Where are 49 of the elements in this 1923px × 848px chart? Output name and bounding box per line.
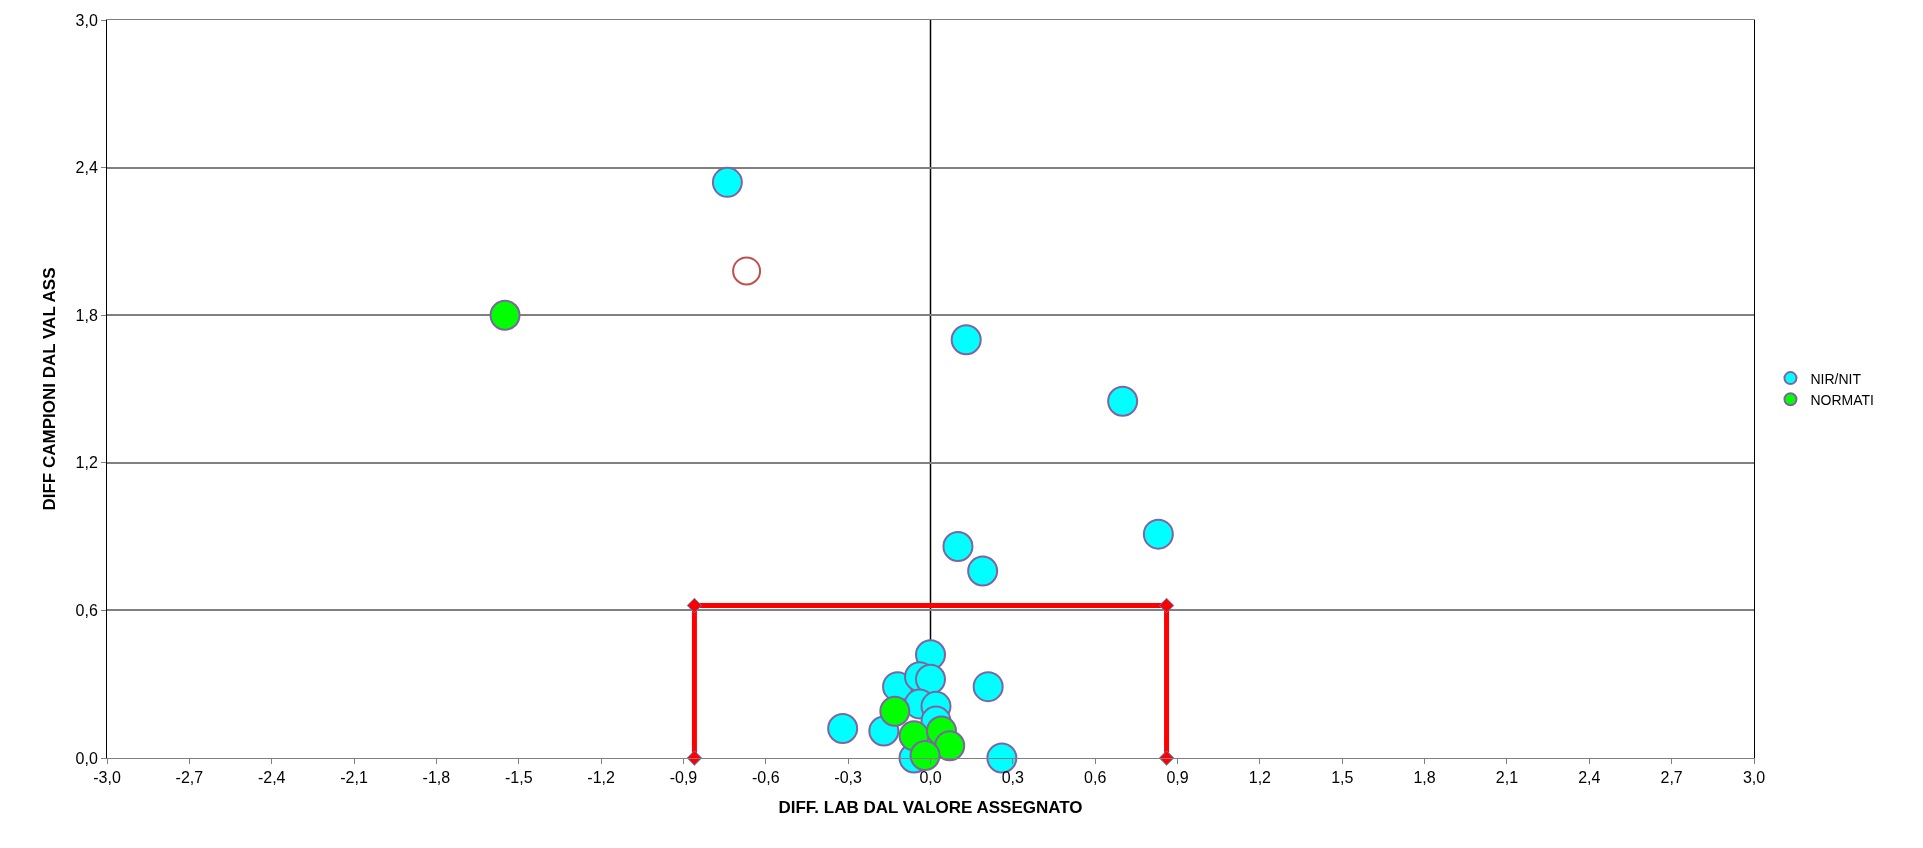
point [686, 597, 703, 614]
point [827, 712, 859, 744]
point [686, 750, 703, 766]
x-tick-label: -0,9 [669, 769, 698, 787]
y-axis-title: DIFF CAMPIONI DAL VAL ASS [40, 267, 60, 511]
point [1158, 597, 1175, 614]
y-tick-label: 1,8 [75, 306, 98, 324]
x-tick-label: 3,0 [1742, 769, 1766, 787]
point [950, 324, 982, 356]
point [909, 740, 941, 772]
x-tick-label: 1,5 [1331, 769, 1354, 787]
point [967, 555, 999, 587]
x-tick-label: 1,2 [1248, 769, 1272, 787]
x-tick-label: 2,1 [1495, 769, 1519, 787]
x-tick-label: -2,7 [175, 769, 204, 787]
point [489, 299, 521, 331]
point [1158, 750, 1175, 766]
x-tick-label: -1,5 [504, 769, 533, 787]
point [1107, 385, 1139, 417]
x-tick-label: -1,2 [587, 769, 615, 787]
y-tick-label: 0,6 [75, 602, 98, 619]
x-tick-label: 2,4 [1578, 769, 1601, 787]
x-tick-label: -1,8 [422, 769, 451, 787]
point [972, 671, 1004, 703]
y-tick-label: 0,0 [75, 749, 98, 767]
x-tick-label: -2,4 [257, 769, 286, 787]
x-tick-label: 0,0 [919, 769, 942, 787]
x-tick-label: 0,3 [1001, 769, 1025, 787]
y-tick-label: 2,4 [75, 159, 98, 177]
legend-label: NIR/NIT [1810, 370, 1862, 387]
x-tick-label: 0,6 [1084, 769, 1107, 787]
x-tick-label: 1,8 [1413, 769, 1436, 787]
point [732, 256, 762, 286]
x-tick-label: -0,6 [752, 769, 780, 787]
x-tick-label: 0,9 [1166, 769, 1189, 787]
x-tick-label: -2,1 [340, 769, 368, 787]
x-tick-label: -3,0 [93, 769, 121, 787]
point [942, 530, 974, 562]
point [1142, 518, 1174, 550]
x-tick-label: -0,3 [834, 769, 863, 787]
y-tick-label: 3,0 [75, 11, 98, 29]
x-axis-title: DIFF. LAB DAL VALORE ASSEGNATO [778, 797, 1083, 817]
legend-label: NORMATI [1810, 391, 1874, 408]
point [934, 730, 966, 762]
point [915, 663, 946, 695]
x-tick-label: 2,7 [1660, 769, 1683, 787]
point [879, 695, 911, 727]
y-tick-label: 1,2 [75, 454, 98, 472]
point [711, 166, 743, 198]
